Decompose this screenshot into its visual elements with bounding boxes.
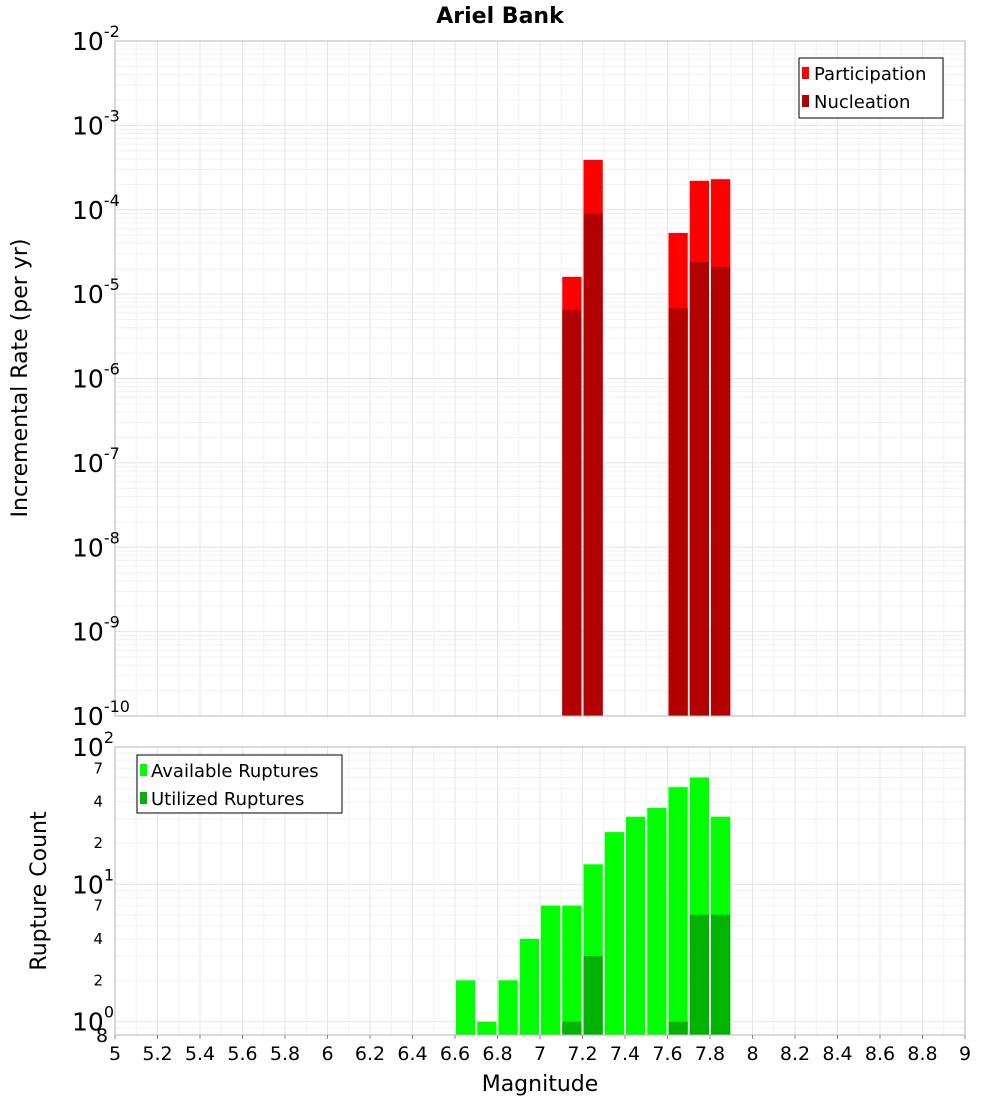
x-tick-label: 6.8 [482,1043,512,1065]
rate-y-tick-label: 10-4 [72,191,120,225]
available-ruptures-bar [456,980,476,1035]
x-tick-label: 7.6 [652,1043,682,1065]
rate-y-tick-label: 10-8 [72,528,120,562]
rate-y-tick-label: 10-10 [72,697,130,731]
count-plot: 100 101 102 2 4 7 2 4 7 8 5 5.2 5.4 5.6 5.8 6 6.2 6.4 6.6… [27,728,971,1097]
rate-legend-box [798,57,944,119]
legend-swatch-utilized [140,792,147,804]
count-y-minor-tick-label: 2 [93,834,103,852]
available-ruptures-bar [498,980,518,1035]
x-tick-label: 6 [321,1043,333,1065]
legend-swatch-participation [802,67,809,79]
legend-swatch-available [140,764,147,776]
count-plot-bars [456,777,731,1035]
x-tick-label: 7.4 [610,1043,640,1065]
x-tick-label: 5.4 [185,1043,215,1065]
rate-y-tick-label: 10-5 [72,275,120,309]
x-tick-label: 7.8 [695,1043,725,1065]
utilized-ruptures-bar [689,914,709,1035]
available-ruptures-bar [626,816,646,1035]
rate-y-tick-label: 10-6 [72,360,120,394]
rate-y-tick-label: 10-2 [72,22,120,56]
rate-plot-grid [114,41,966,717]
x-axis-label: Magnitude [482,1072,599,1097]
count-plot-grid [114,747,966,1036]
count-y-major-tick-label: 101 [72,865,114,899]
legend-label-participation: Participation [814,64,926,85]
x-tick-label: 6.4 [397,1043,427,1065]
count-y-minor-tick-label: 7 [93,897,103,915]
legend-label-nucleation: Nucleation [814,92,910,113]
utilized-ruptures-bar [562,1021,582,1035]
rate-y-tick-label: 10-7 [72,444,120,478]
nucleation-bar [689,262,709,716]
x-tick-label: 5.2 [142,1043,172,1065]
available-ruptures-bar [519,939,539,1035]
x-tick-label: 8.2 [780,1043,810,1065]
count-legend: Available Ruptures Utilized Ruptures [136,754,343,814]
x-tick-label: 8.6 [865,1043,895,1065]
x-tick-label: 6.6 [440,1043,470,1065]
chart-title: Ariel Bank [436,4,565,29]
count-plot-y-ticks: 100 101 102 2 4 7 2 4 7 8 [72,728,114,1047]
count-y-minor-tick-label: 4 [93,793,103,811]
available-ruptures-bar [477,1021,497,1035]
count-y-minor-tick-label: 7 [93,759,103,777]
count-y-major-tick-label: 102 [72,728,114,762]
x-tick-label: 7 [534,1043,546,1065]
x-tick-label: 6.2 [355,1043,385,1065]
x-tick-label: 9 [959,1043,971,1065]
count-y-axis-label: Rupture Count [27,811,52,971]
utilized-ruptures-bar [583,956,603,1035]
x-tick-label: 5.6 [227,1043,257,1065]
rate-y-tick-label: 10-9 [72,613,120,647]
nucleation-bar [711,266,731,716]
available-ruptures-bar [668,787,688,1035]
nucleation-bar [562,309,582,716]
utilized-ruptures-bar [668,1021,688,1035]
legend-swatch-nucleation [802,95,809,107]
available-ruptures-bar [604,832,624,1035]
rate-legend: Participation Nucleation [798,57,944,119]
count-y-minor-tick-label: 2 [93,971,103,989]
legend-label-utilized: Utilized Ruptures [151,789,304,810]
count-y-bottom-tick-label: 8 [96,1025,108,1047]
rate-plot-y-ticks: 10-10 10-9 10-8 10-7 10-6 10-5 10-4 10-3 10-2 [72,22,130,731]
x-tick-label: 5 [109,1043,121,1065]
utilized-ruptures-bar [711,914,731,1035]
x-tick-label: 7.2 [567,1043,597,1065]
nucleation-bar [583,213,603,717]
x-tick-label: 8.4 [822,1043,852,1065]
nucleation-bar [668,308,688,716]
available-ruptures-bar [541,905,561,1035]
rate-plot-frame [114,40,966,717]
rate-plot: 10-10 10-9 10-8 10-7 10-6 10-5 10-4 10-3 10-2 In… [8,22,966,731]
count-plot-x-ticks: 5 5.2 5.4 5.6 5.8 6 6.2 6.4 6.6 6.8 7 7.2 7.4 7.6 7.8 8… [109,1035,971,1065]
rate-y-tick-label: 10-3 [72,106,120,140]
count-y-major-tick-label: 100 [72,1003,114,1037]
x-tick-label: 5.8 [270,1043,300,1065]
count-legend-box [136,754,343,814]
count-y-minor-tick-label: 4 [93,930,103,948]
available-ruptures-bar [562,905,582,1035]
x-tick-label: 8.8 [907,1043,937,1065]
rate-plot-bars [562,159,731,717]
rate-y-axis-label: Incremental Rate (per yr) [8,239,33,518]
legend-label-available: Available Ruptures [151,761,319,782]
available-ruptures-bar [647,807,667,1035]
x-tick-label: 8 [746,1043,758,1065]
